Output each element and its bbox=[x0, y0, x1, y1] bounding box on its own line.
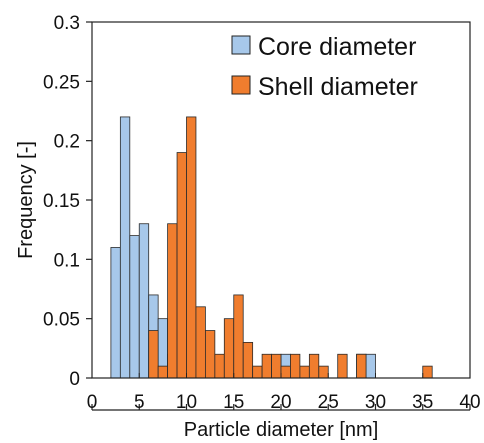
y-tick-label: 0.3 bbox=[54, 13, 80, 34]
bar-core-3 bbox=[119, 116, 131, 379]
bar-shell-28 bbox=[356, 353, 367, 379]
legend-label-shell: Shell diameter bbox=[258, 73, 418, 101]
legend-swatch-core bbox=[231, 35, 251, 55]
x-axis: 0 5 10 15 20 25 30 35 40 bbox=[87, 373, 481, 413]
bar-shell-12 bbox=[204, 330, 216, 379]
bar-shell-6 bbox=[148, 330, 159, 379]
y-tick-label: 0.05 bbox=[43, 310, 80, 331]
x-tick-label: 40 bbox=[459, 392, 480, 413]
bar-shell-8 bbox=[167, 223, 178, 379]
bar-shell-22 bbox=[299, 365, 310, 379]
bar-shell-14 bbox=[223, 318, 235, 379]
bar-shell-21 bbox=[290, 353, 301, 379]
x-tick-label: 5 bbox=[134, 392, 145, 413]
bar-core-29 bbox=[365, 353, 376, 379]
legend-swatch-shell bbox=[231, 75, 251, 95]
legend-label-core: Core diameter bbox=[258, 33, 416, 61]
x-tick-label: 30 bbox=[365, 392, 386, 413]
x-tick-label: 20 bbox=[270, 392, 291, 413]
x-axis-title: Particle diameter [nm] bbox=[184, 419, 379, 441]
bar-shell-16 bbox=[242, 341, 254, 379]
x-tick-label: 0 bbox=[87, 392, 98, 413]
x-tick-label: 25 bbox=[318, 392, 339, 413]
x-tick-label: 10 bbox=[176, 392, 197, 413]
y-axis-title: Frequency [-] bbox=[15, 141, 37, 259]
bar-shell-10 bbox=[186, 116, 197, 379]
bar-core-5 bbox=[138, 223, 150, 379]
bar-shell-11 bbox=[195, 306, 206, 379]
bar-shell-26 bbox=[337, 353, 348, 379]
bar-shell-18 bbox=[261, 353, 272, 379]
bar-shell-19 bbox=[271, 353, 282, 379]
bar-core-2 bbox=[110, 247, 121, 379]
bar-shell-7 bbox=[157, 365, 168, 379]
legend: Core diameter Shell diameter bbox=[231, 33, 418, 101]
bar-shell-24 bbox=[318, 365, 329, 379]
bar-shell-35 bbox=[422, 365, 433, 379]
bar-shell-13 bbox=[214, 353, 225, 379]
y-tick-label: 0.15 bbox=[43, 191, 80, 212]
x-tick-label: 15 bbox=[223, 392, 244, 413]
bar-core-4 bbox=[129, 235, 140, 379]
x-tick-label: 35 bbox=[412, 392, 433, 413]
bar-shell-17 bbox=[252, 365, 263, 379]
y-tick-label: 0.1 bbox=[54, 250, 80, 271]
y-tick-label: 0.2 bbox=[54, 132, 80, 153]
y-axis: 0 0.05 0.1 0.15 0.2 0.25 0.3 bbox=[43, 13, 92, 390]
bars-layer bbox=[110, 116, 433, 379]
bar-shell-23 bbox=[308, 353, 320, 379]
bar-shell-15 bbox=[233, 294, 244, 379]
bar-shell-9 bbox=[176, 152, 187, 379]
y-tick-label: 0.25 bbox=[43, 72, 80, 93]
y-tick-label: 0 bbox=[69, 369, 80, 390]
bar-shell-20 bbox=[280, 365, 291, 379]
